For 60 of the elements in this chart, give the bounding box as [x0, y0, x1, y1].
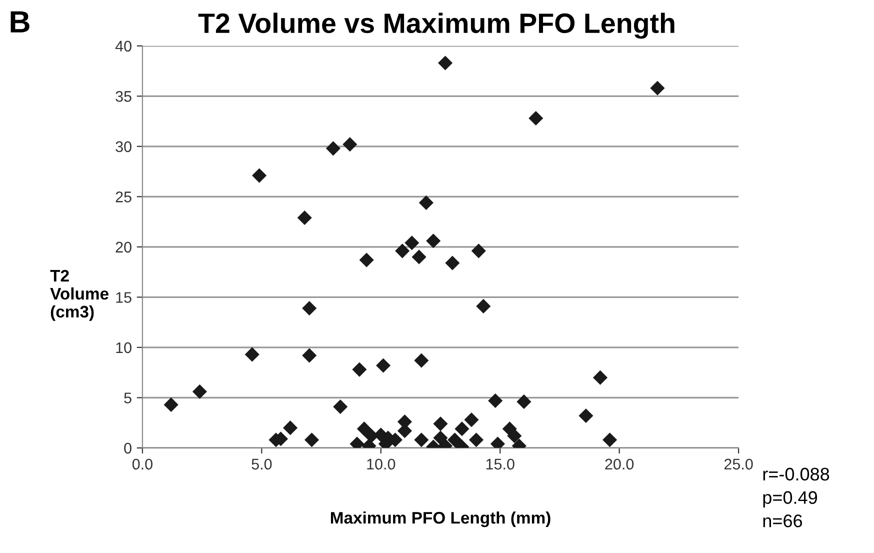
- point: [528, 110, 544, 126]
- y-tick-label: 30: [116, 141, 132, 152]
- point: [283, 420, 298, 436]
- x-tick-label: 20.0: [605, 458, 634, 470]
- point: [414, 353, 429, 368]
- point: [359, 252, 374, 268]
- point: [412, 250, 426, 264]
- point: [252, 168, 267, 183]
- point: [650, 80, 665, 96]
- x-tick-label: 0.0: [132, 458, 152, 470]
- y-tick-label: 10: [116, 342, 132, 354]
- point: [438, 56, 453, 70]
- point: [418, 195, 434, 210]
- point: [192, 384, 207, 399]
- point: [342, 137, 358, 152]
- x-tick-label: 10.0: [367, 458, 396, 470]
- x-axis-title: Maximum PFO Length (mm): [330, 511, 550, 528]
- y-tick-label: 35: [116, 91, 132, 102]
- point: [445, 256, 460, 270]
- point: [488, 393, 503, 408]
- point: [414, 432, 429, 448]
- point: [304, 432, 320, 448]
- point: [302, 300, 317, 316]
- point: [333, 399, 348, 414]
- point: [507, 428, 522, 444]
- chart-title: T2 Volume vs Maximum PFO Length: [198, 12, 674, 39]
- y-tick-label: 5: [124, 392, 132, 404]
- point: [592, 370, 608, 385]
- point: [376, 358, 391, 373]
- y-tick-label: 25: [116, 192, 132, 202]
- point: [164, 397, 178, 412]
- point: [448, 432, 462, 448]
- text: r=-0.088 p=0.49 n=66: [763, 468, 830, 528]
- point: [602, 432, 618, 448]
- point: [297, 210, 312, 226]
- point: [464, 412, 479, 428]
- x-tick-label: 15.0: [486, 458, 514, 470]
- point: [468, 432, 484, 448]
- x-tick-label: 25.0: [724, 458, 753, 470]
- y-tick-label: 20: [116, 242, 132, 253]
- point: [516, 394, 532, 409]
- point: [426, 234, 441, 248]
- text: B: [10, 11, 30, 32]
- y-tick-label: 40: [115, 40, 132, 52]
- x-tick-label: 5.0: [252, 458, 272, 470]
- point: [352, 362, 367, 377]
- point: [395, 244, 410, 258]
- point: [476, 298, 491, 314]
- y-axis-title: T2 Volume (cm3): [50, 270, 108, 321]
- point: [578, 408, 594, 424]
- point: [471, 244, 486, 258]
- point: [326, 141, 340, 156]
- point: [356, 422, 372, 436]
- point: [454, 422, 470, 436]
- point: [404, 236, 420, 250]
- point: [433, 416, 448, 432]
- point: [244, 347, 260, 362]
- point: [302, 348, 317, 363]
- y-tick-label: 15: [116, 292, 132, 303]
- y-tick-label: 0: [124, 442, 132, 454]
